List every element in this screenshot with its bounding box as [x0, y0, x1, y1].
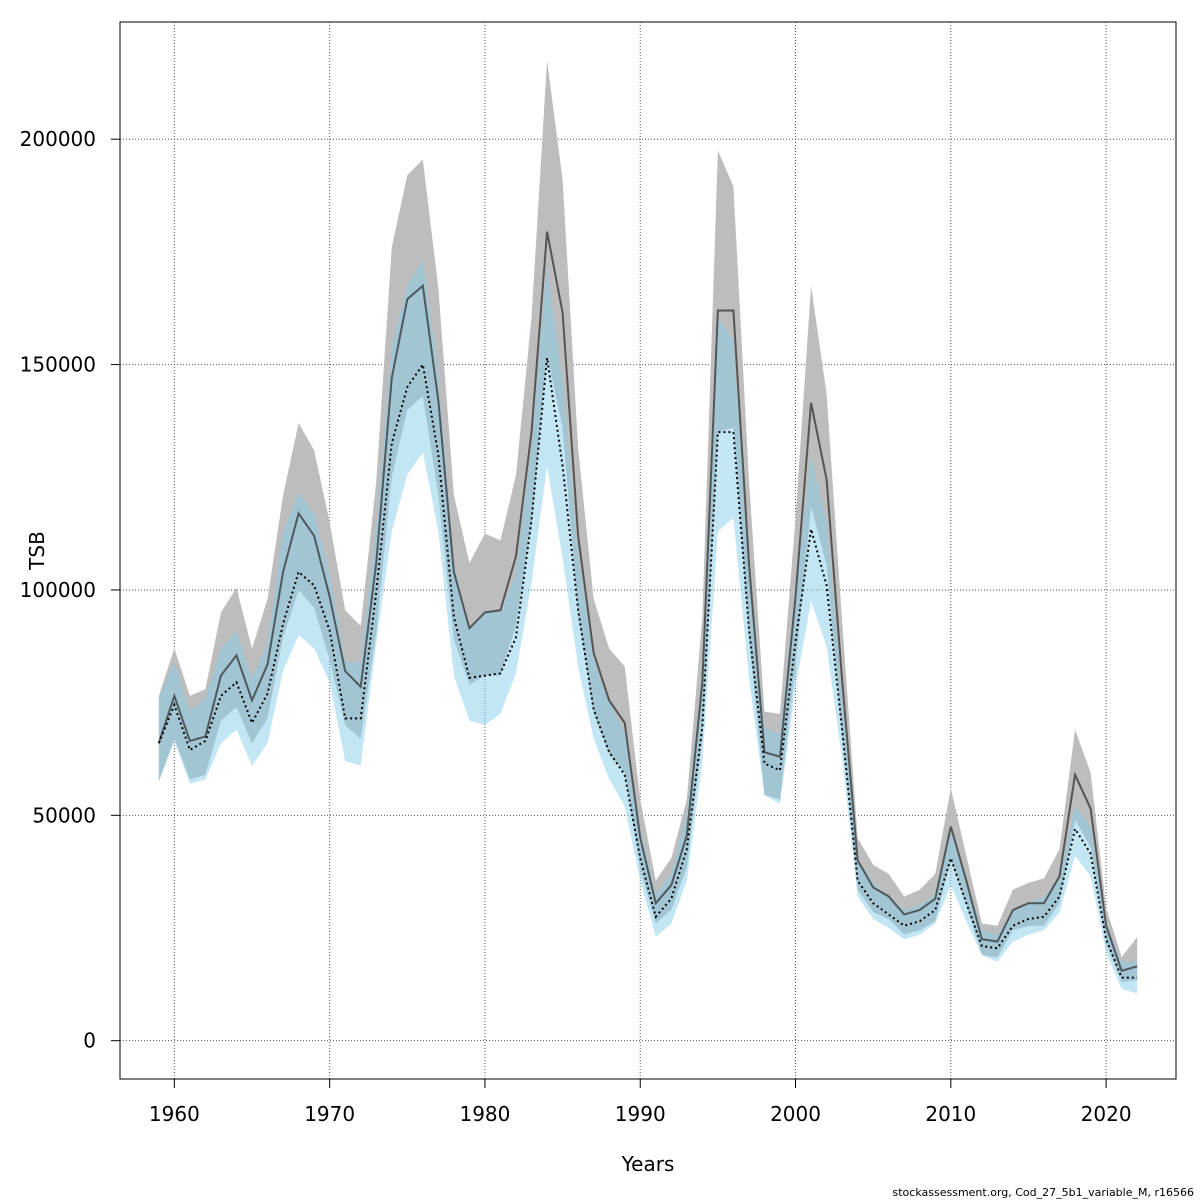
y-tick-label: 0: [83, 1029, 96, 1053]
x-tick-label: 1960: [149, 1102, 200, 1126]
y-axis: 0 50000 100000 150000 200000: [20, 127, 121, 1053]
footer-credit: stockassessment.org, Cod_27_5b1_variable…: [893, 1186, 1194, 1199]
y-tick-label: 200000: [20, 127, 96, 151]
x-tick-label: 1980: [459, 1102, 510, 1126]
x-axis-title: Years: [621, 1152, 675, 1176]
x-tick-label: 2020: [1081, 1102, 1132, 1126]
y-tick-label: 150000: [20, 353, 96, 377]
series-line-2: [157, 357, 1138, 979]
y-tick-label: 100000: [20, 578, 96, 602]
x-axis: 1960 1970 1980 1990 2000 2010 2020: [149, 1078, 1132, 1126]
x-tick-label: 2000: [770, 1102, 821, 1126]
series-line-1: [157, 231, 1138, 973]
confidence-band-1: [158, 60, 1138, 983]
x-tick-label: 1970: [304, 1102, 355, 1126]
series-lines: [157, 231, 1138, 979]
x-tick-label: 2010: [925, 1102, 976, 1126]
y-axis-title: TSB: [25, 531, 49, 571]
confidence-band-2: [158, 258, 1138, 994]
confidence-bands: [158, 60, 1138, 994]
y-tick-label: 50000: [32, 803, 96, 827]
x-tick-label: 1990: [615, 1102, 666, 1126]
